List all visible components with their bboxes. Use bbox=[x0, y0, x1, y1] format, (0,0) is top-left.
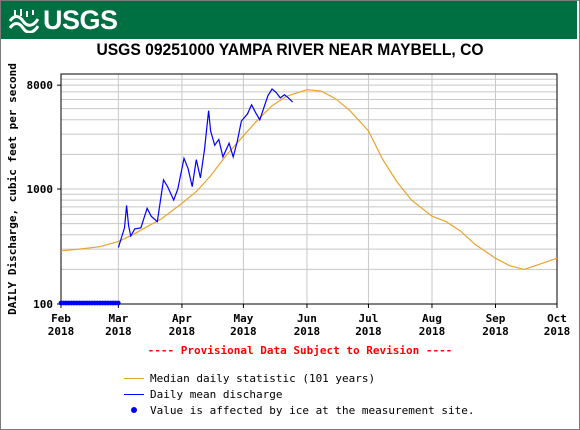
x-tick-label-year: 2018 bbox=[48, 325, 75, 338]
legend-label-ice: Value is affected by ice at the measurem… bbox=[150, 403, 475, 417]
x-tick-label-year: 2018 bbox=[544, 325, 571, 338]
legend-label-median: Median daily statistic (101 years) bbox=[150, 371, 376, 385]
x-tick-label-month: Aug bbox=[422, 312, 442, 325]
legend-item-ice: Value is affected by ice at the measurem… bbox=[124, 402, 475, 418]
usgs-banner: USGS bbox=[1, 1, 577, 39]
ice-flag-point bbox=[115, 300, 121, 306]
legend-swatch-daily bbox=[124, 393, 144, 395]
legend-item-daily: Daily mean discharge bbox=[124, 386, 475, 402]
y-tick-label: 1000 bbox=[27, 183, 54, 196]
x-tick-label-year: 2018 bbox=[169, 325, 196, 338]
x-tick-label-year: 2018 bbox=[482, 325, 509, 338]
usgs-logo: USGS bbox=[9, 4, 118, 36]
x-tick-label-year: 2018 bbox=[230, 325, 257, 338]
legend-item-median: Median daily statistic (101 years) bbox=[124, 370, 475, 386]
x-tick-label-month: Sep bbox=[486, 312, 506, 325]
x-tick-label-month: May bbox=[233, 312, 253, 325]
x-tick-label-year: 2018 bbox=[294, 325, 321, 338]
x-tick-label-year: 2018 bbox=[105, 325, 132, 338]
usgs-wave-icon bbox=[9, 9, 39, 33]
chart-title: USGS 09251000 YAMPA RIVER NEAR MAYBELL, … bbox=[96, 40, 484, 59]
x-tick-label-year: 2018 bbox=[355, 325, 382, 338]
x-tick-label-month: Feb bbox=[51, 312, 71, 325]
y-tick-label: 100 bbox=[33, 298, 53, 311]
legend-swatch-ice bbox=[124, 407, 144, 413]
median-series-line bbox=[60, 89, 558, 271]
x-tick-label-month: Apr bbox=[172, 312, 192, 325]
legend-label-daily: Daily mean discharge bbox=[150, 387, 283, 401]
legend-swatch-median bbox=[124, 377, 144, 379]
x-tick-label-month: Mar bbox=[108, 312, 128, 325]
daily-series-line bbox=[117, 88, 294, 248]
chart-legend: Median daily statistic (101 years) Daily… bbox=[124, 370, 475, 418]
usgs-logo-text: USGS bbox=[43, 4, 118, 35]
x-tick-label-month: Oct bbox=[547, 312, 567, 325]
x-tick-label-year: 2018 bbox=[419, 325, 446, 338]
y-tick-label: 8000 bbox=[27, 79, 54, 92]
y-axis-label: DAILY Discharge, cubic feet per second bbox=[6, 63, 19, 315]
x-tick-label-month: Jul bbox=[359, 312, 379, 325]
x-tick-label-month: Jun bbox=[297, 312, 317, 325]
provisional-notice: ---- Provisional Data Subject to Revisio… bbox=[147, 344, 453, 357]
